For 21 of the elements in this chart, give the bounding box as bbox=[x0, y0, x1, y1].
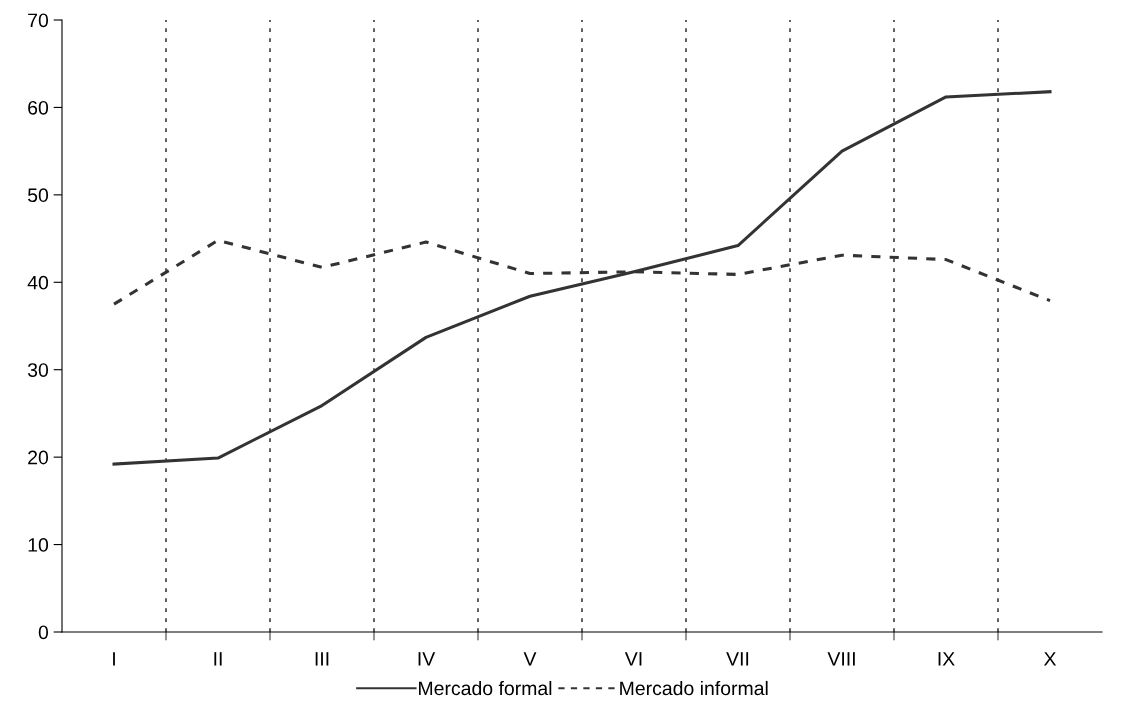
y-tick-label: 60 bbox=[28, 100, 49, 115]
x-tick-label: III bbox=[315, 652, 329, 666]
y-tick-label: 70 bbox=[28, 13, 49, 28]
x-tick-label: V bbox=[523, 652, 537, 666]
y-tick-label: 30 bbox=[27, 363, 49, 377]
x-tick-label: IV bbox=[418, 652, 436, 666]
legend-label: Mercado informal bbox=[620, 680, 768, 696]
x-tick-label: II bbox=[214, 652, 222, 666]
x-tick-label: VI bbox=[624, 652, 642, 666]
x-tick-label: IX bbox=[938, 652, 955, 666]
x-tick-label: VII bbox=[726, 652, 749, 666]
y-tick-label: 0 bbox=[38, 625, 49, 640]
x-tick-label: VIII bbox=[827, 652, 855, 666]
y-tick-label: 20 bbox=[28, 450, 49, 465]
y-tick-label: 40 bbox=[27, 275, 49, 290]
y-tick-label: 10 bbox=[28, 538, 49, 552]
line-series bbox=[112, 90, 1052, 466]
x-tick-label: I bbox=[113, 652, 115, 666]
x-tick-label: X bbox=[1043, 652, 1057, 666]
legend-label: Mercado formal bbox=[419, 680, 552, 696]
y-tick-label: 50 bbox=[27, 188, 49, 203]
